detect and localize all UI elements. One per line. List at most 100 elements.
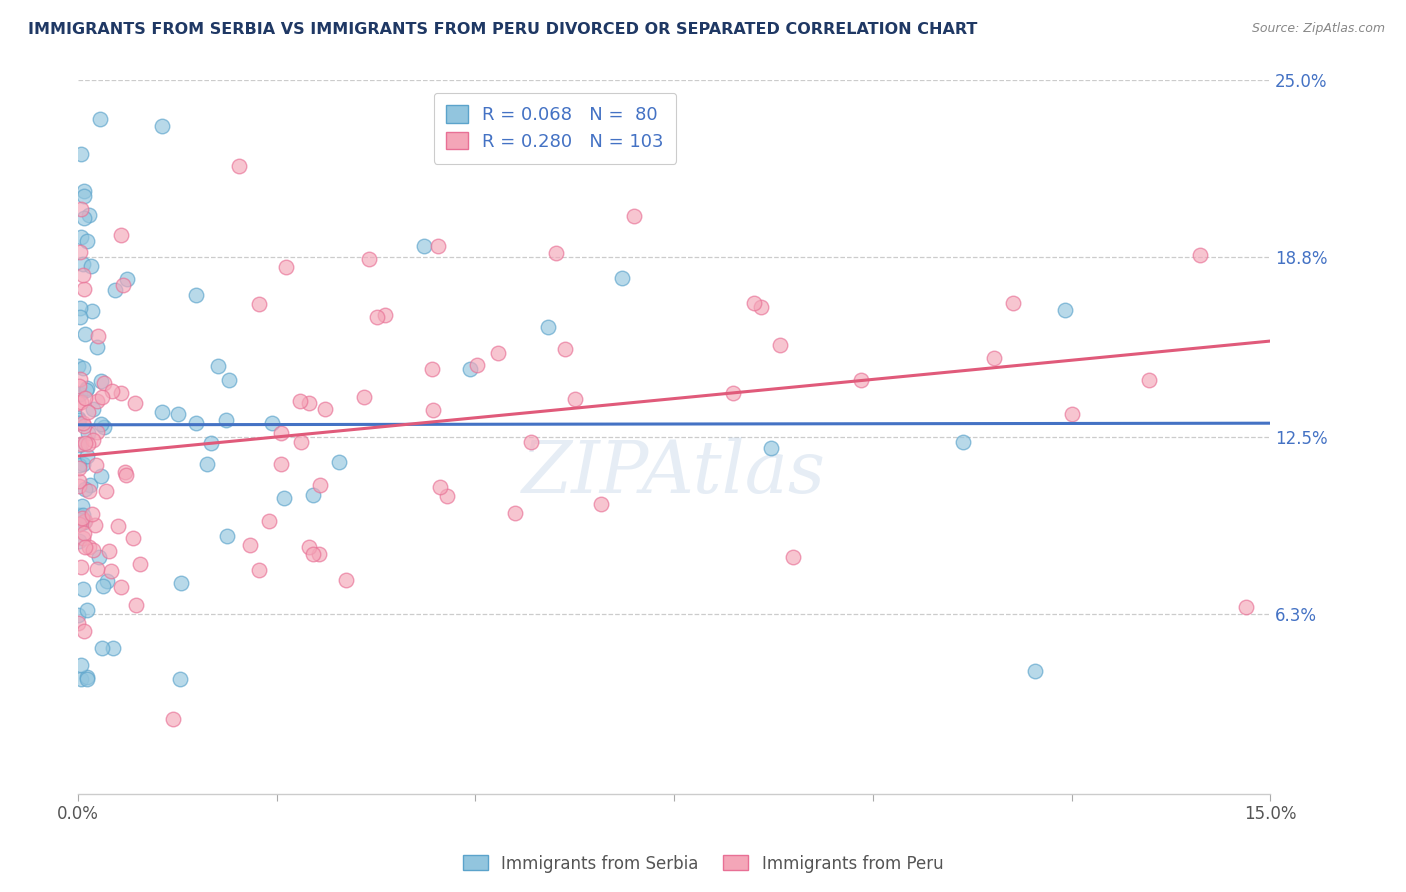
- Point: [72, 532, 94, 546]
- Point: [86, 394, 108, 409]
- Point: [262, 416, 284, 430]
- Point: [70, 436, 93, 450]
- Point: [82, 542, 104, 557]
- Point: [749, 300, 772, 314]
- Point: [69, 673, 91, 687]
- Point: [73, 327, 96, 342]
- Point: [413, 239, 436, 253]
- Point: [67, 508, 90, 522]
- Point: [77, 437, 100, 451]
- Point: [73, 514, 96, 528]
- Point: [744, 296, 766, 310]
- Point: [239, 538, 262, 552]
- Point: [288, 394, 311, 409]
- Point: [104, 283, 127, 297]
- Point: [67, 458, 90, 473]
- Point: [769, 338, 792, 352]
- Point: [166, 408, 188, 422]
- Point: [73, 184, 96, 198]
- Point: [72, 508, 94, 523]
- Point: [124, 395, 146, 409]
- Point: [115, 468, 138, 483]
- Point: [82, 401, 104, 416]
- Point: [80, 304, 103, 318]
- Point: [67, 607, 90, 622]
- Point: [426, 239, 449, 253]
- Point: [110, 386, 132, 401]
- Point: [79, 478, 101, 492]
- Point: [429, 480, 451, 494]
- Point: [67, 379, 90, 393]
- Point: [69, 658, 91, 673]
- Point: [1188, 248, 1211, 262]
- Point: [69, 395, 91, 409]
- Point: [86, 425, 108, 440]
- Point: [215, 529, 238, 543]
- Point: [314, 402, 336, 417]
- Point: [274, 260, 297, 275]
- Point: [86, 340, 108, 354]
- Point: [72, 268, 94, 282]
- Point: [186, 416, 208, 430]
- Point: [247, 564, 270, 578]
- Point: [122, 531, 145, 545]
- Point: [67, 461, 90, 475]
- Point: [169, 673, 191, 687]
- Point: [623, 209, 645, 223]
- Point: [554, 342, 576, 356]
- Point: [72, 515, 94, 529]
- Point: [1137, 373, 1160, 387]
- Point: [67, 474, 90, 488]
- Point: [96, 574, 118, 588]
- Point: [436, 490, 458, 504]
- Point: [564, 392, 586, 406]
- Point: [75, 384, 97, 398]
- Point: [69, 387, 91, 401]
- Point: [90, 417, 112, 431]
- Point: [72, 416, 94, 430]
- Point: [70, 559, 93, 574]
- Point: [67, 411, 90, 425]
- Point: [83, 517, 105, 532]
- Point: [1053, 303, 1076, 318]
- Point: [849, 373, 872, 387]
- Point: [309, 477, 332, 491]
- Point: [73, 282, 96, 296]
- Point: [82, 434, 104, 448]
- Point: [67, 413, 90, 427]
- Point: [72, 582, 94, 596]
- Point: [72, 188, 94, 202]
- Text: Source: ZipAtlas.com: Source: ZipAtlas.com: [1251, 22, 1385, 36]
- Point: [67, 396, 90, 410]
- Point: [207, 359, 229, 373]
- Point: [503, 506, 526, 520]
- Point: [610, 271, 633, 285]
- Point: [357, 252, 380, 266]
- Point: [214, 412, 236, 426]
- Point: [72, 457, 94, 471]
- Point: [100, 565, 122, 579]
- Point: [537, 320, 560, 334]
- Point: [186, 287, 208, 301]
- Point: [70, 202, 93, 216]
- Point: [96, 484, 118, 499]
- Point: [72, 257, 94, 271]
- Point: [69, 230, 91, 244]
- Point: [93, 579, 115, 593]
- Point: [465, 358, 488, 372]
- Point: [152, 119, 174, 133]
- Point: [90, 468, 112, 483]
- Point: [69, 310, 91, 325]
- Point: [80, 507, 103, 521]
- Point: [73, 525, 96, 540]
- Point: [75, 540, 97, 554]
- Point: [67, 479, 90, 493]
- Point: [1234, 600, 1257, 615]
- Point: [77, 540, 100, 554]
- Point: [73, 624, 96, 638]
- Point: [73, 211, 96, 225]
- Point: [422, 403, 444, 417]
- Point: [328, 455, 350, 469]
- Point: [69, 516, 91, 531]
- Point: [591, 497, 613, 511]
